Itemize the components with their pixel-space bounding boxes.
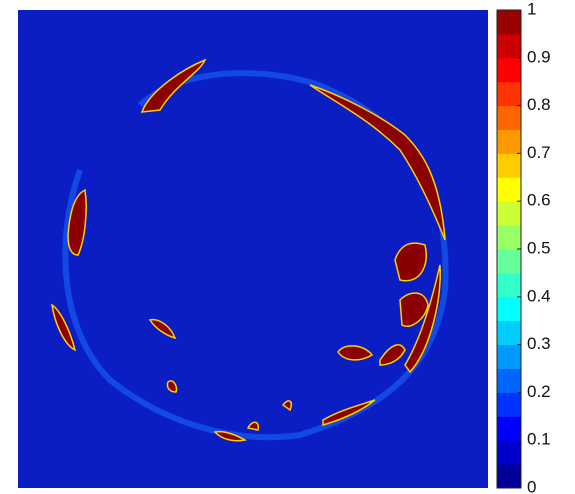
colorbar-level — [497, 440, 521, 465]
colorbar-level — [497, 201, 521, 226]
colorbar-level — [497, 272, 521, 298]
colorbar-level — [497, 81, 521, 107]
colorbar-level — [497, 225, 521, 250]
colorbar-tick-label: 0.6 — [527, 191, 551, 210]
colorbar-level — [497, 10, 521, 35]
colorbar-tick-label: 0.7 — [527, 143, 551, 162]
ring — [62, 70, 449, 441]
colorbar-level — [497, 392, 521, 417]
colorbar-level — [497, 368, 521, 393]
colorbar-level — [497, 320, 521, 346]
colorbar-level — [497, 33, 521, 59]
colorbar-level — [497, 416, 521, 441]
colorbar-tick-label: 0.3 — [527, 334, 551, 353]
colorbar-tick-label: 0.8 — [527, 95, 551, 114]
colorbar-tick-label: 0 — [527, 477, 536, 494]
colorbar-tick-label: 1 — [527, 0, 536, 18]
heatmap-image — [18, 10, 488, 488]
regions — [51, 58, 446, 442]
colorbar-level — [497, 344, 521, 369]
colorbar-level — [497, 177, 521, 202]
colorbar-tick-label: 0.9 — [527, 47, 551, 66]
colorbar-level — [497, 296, 521, 322]
colorbar-tick-label: 0.2 — [527, 382, 551, 401]
colorbar-level — [497, 249, 521, 274]
colorbar-level — [497, 57, 521, 83]
colorbar-tick-label: 0.4 — [527, 286, 551, 305]
colorbar-tick-label: 0.5 — [527, 238, 551, 257]
colorbar-tick-label: 0.1 — [527, 430, 551, 449]
colorbar-level — [497, 105, 521, 130]
colorbar-level — [497, 464, 521, 489]
colorbar-level — [497, 129, 521, 154]
colorbar-level — [497, 153, 521, 178]
